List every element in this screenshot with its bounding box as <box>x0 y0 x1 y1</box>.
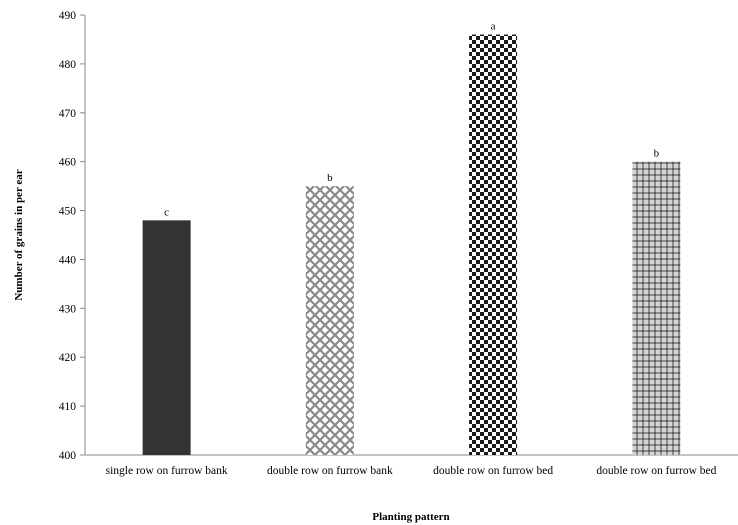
category-label: double row on furrow bed <box>596 465 716 477</box>
bars <box>142 34 681 456</box>
bar <box>632 161 681 455</box>
y-axis-title: Number of grains in per ear <box>13 169 25 300</box>
y-tick-label: 480 <box>59 59 77 71</box>
y-tick-label: 400 <box>59 450 77 462</box>
y-tick-label: 460 <box>59 157 77 169</box>
y-ticks: 400 410 420 430 440 450 460 470 480 490 <box>59 10 85 462</box>
significance-letter: b <box>654 148 660 160</box>
category-labels: single row on furrow bank double row on f… <box>106 465 717 477</box>
y-tick-label: 440 <box>59 254 77 266</box>
y-tick-label: 430 <box>59 303 77 315</box>
y-tick-label: 420 <box>59 352 77 364</box>
bar <box>305 186 354 455</box>
bar <box>142 220 191 455</box>
y-tick-label: 470 <box>59 108 77 120</box>
significance-letter: c <box>164 206 169 218</box>
bar <box>469 34 518 456</box>
significance-labels: c b a b <box>164 21 659 219</box>
y-tick-label: 410 <box>59 401 77 413</box>
category-label: double row on furrow bank <box>267 465 393 477</box>
x-axis-title: Planting pattern <box>372 511 449 523</box>
category-label: double row on furrow bed <box>433 465 553 477</box>
axes <box>84 15 738 456</box>
category-label: single row on furrow bank <box>106 465 228 477</box>
y-tick-label: 450 <box>59 206 77 218</box>
y-tick-label: 490 <box>59 10 77 22</box>
significance-letter: b <box>327 172 333 184</box>
significance-letter: a <box>491 21 496 33</box>
